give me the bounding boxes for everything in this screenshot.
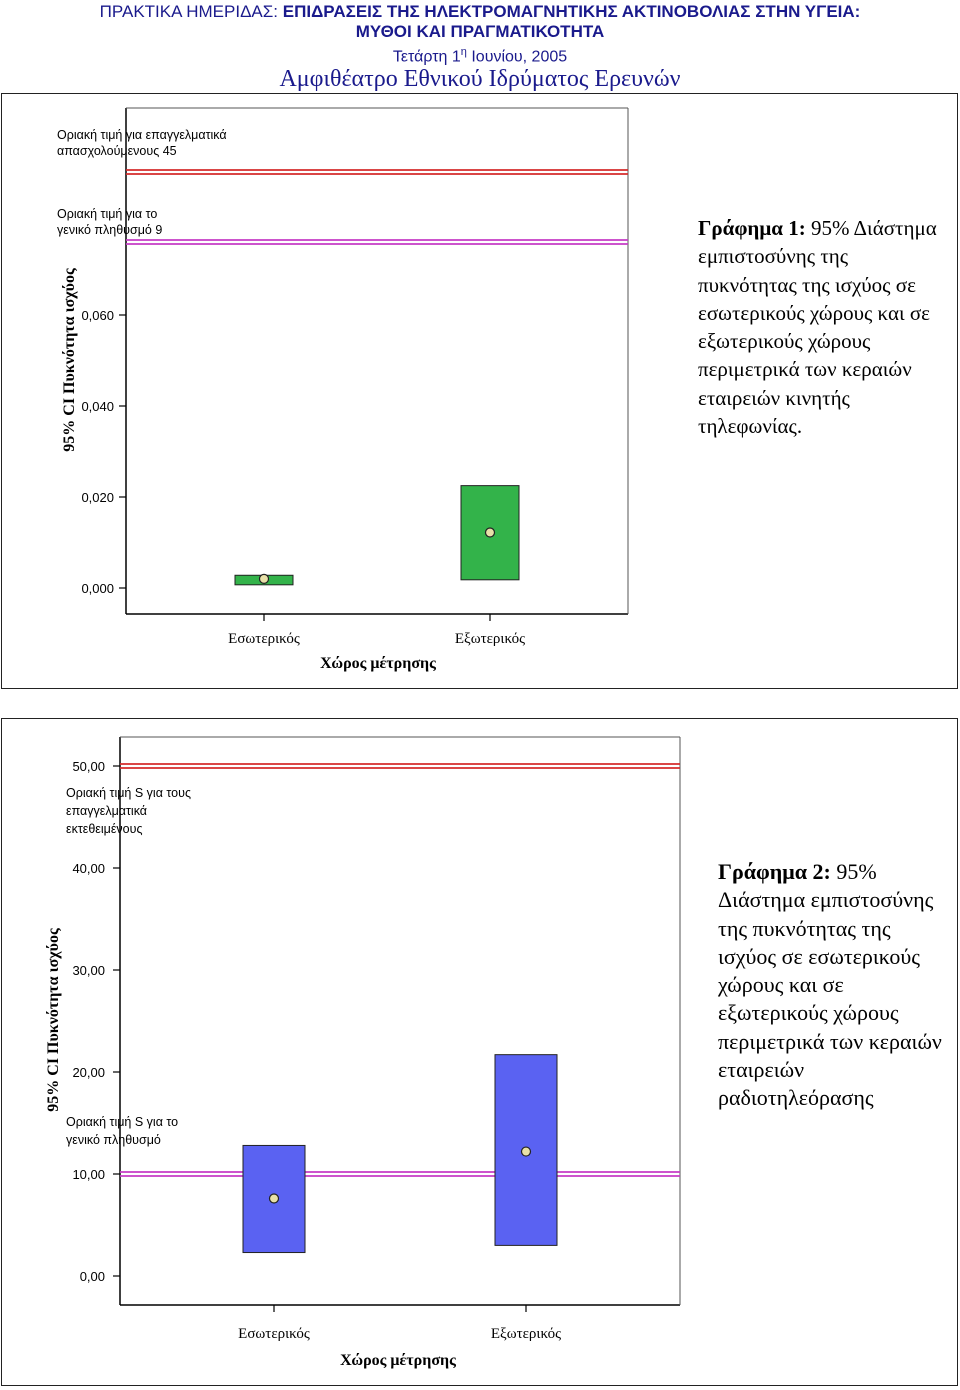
y-tick-label: 0,000 — [81, 581, 114, 596]
mean-point-2 — [484, 527, 496, 538]
mean-point-1 — [258, 573, 270, 585]
x-tick-label: Εξωτερικός — [455, 631, 525, 647]
reference-line-label: επαγγελματικά — [66, 804, 147, 818]
header-prefix: ΠΡΑΚΤΙΚΑ ΗΜΕΡΙΔΑΣ: — [99, 2, 283, 21]
y-tick-label: 40,00 — [72, 861, 105, 876]
reference-line-label: απασχολούμενους 45 — [57, 144, 177, 158]
reference-line-label: Οριακή τιμή για επαγγελματικά — [57, 128, 227, 142]
date-prefix: Τετάρτη 1 — [392, 48, 461, 66]
header-line-1: ΠΡΑΚΤΙΚΑ ΗΜΕΡΙΔΑΣ: ΕΠΙΔΡΑΣΕΙΣ ΤΗΣ ΗΛΕΚΤΡ… — [0, 2, 960, 22]
y-tick-label: 0,00 — [80, 1269, 105, 1284]
chart2-frame — [1, 718, 958, 1386]
header-venue: Αμφιθέατρο Εθνικού Ιδρύματος Ερευνών — [279, 66, 681, 92]
y-tick-label: 0,040 — [81, 399, 114, 414]
header-title: ΕΠΙΔΡΑΣΕΙΣ ΤΗΣ ΗΛΕΚΤΡΟΜΑΓΝΗΤΙΚΗΣ ΑΚΤΙΝΟΒ… — [282, 2, 861, 21]
x-axis-label: Χώρος μέτρησης — [340, 1352, 456, 1369]
reference-line-label: Οριακή τιμή S για τους — [66, 786, 191, 800]
y-axis-label: 95% CI Πυκνότητα ισχύος — [61, 268, 78, 452]
chart2-caption-label: Γράφημα 2: — [718, 859, 831, 884]
chart1-caption-text: 95% Διάστημα εμπιστοσύνης της πυκνότητας… — [698, 216, 937, 439]
mean-point-2 — [520, 1146, 532, 1157]
y-tick-label: 30,00 — [72, 963, 105, 978]
header-date: Τετάρτη 1η Ιουνίου, 2005 — [0, 42, 960, 67]
reference-line-label: γενικό πληθυσμό 9 — [57, 223, 162, 237]
x-tick-label: Εξωτερικός — [491, 1326, 561, 1342]
header-line-2: ΜΥΘΟΙ ΚΑΙ ΠΡΑΓΜΑΤΙΚΟΤΗΤΑ — [355, 22, 605, 41]
y-tick-label: 0,020 — [81, 490, 114, 505]
chart1-caption: Γράφημα 1: 95% Διάστημα εμπιστοσύνης της… — [698, 214, 948, 440]
reference-line-label: Οριακή τιμή για το — [57, 207, 157, 221]
mean-point-1 — [268, 1193, 280, 1204]
reference-line-label: εκτεθειμένους — [66, 822, 142, 836]
y-axis-label: 95% CI Πυκνότητα ισχύος — [45, 928, 62, 1112]
x-tick-label: Εσωτερικός — [228, 631, 300, 647]
reference-line-label: Οριακή τιμή S για το — [66, 1115, 178, 1129]
date-suffix: Ιουνίου, 2005 — [466, 48, 568, 66]
y-tick-label: 20,00 — [72, 1065, 105, 1080]
x-axis-label: Χώρος μέτρησης — [320, 655, 436, 672]
y-tick-label: 0,060 — [81, 308, 114, 323]
reference-line-label: γενικό πληθυσμό — [66, 1133, 161, 1147]
chart2-caption-text: 95% Διάστημα εμπιστοσύνης της πυκνότητας… — [718, 859, 942, 1111]
y-tick-label: 50,00 — [72, 759, 105, 774]
date-sup: η — [460, 46, 467, 58]
chart1-frame — [1, 93, 958, 689]
chart1-caption-label: Γράφημα 1: — [698, 216, 806, 240]
x-tick-label: Εσωτερικός — [238, 1326, 310, 1342]
y-tick-label: 10,00 — [72, 1167, 105, 1182]
chart2-caption: Γράφημα 2: 95% Διάστημα εμπιστοσύνης της… — [718, 858, 943, 1113]
